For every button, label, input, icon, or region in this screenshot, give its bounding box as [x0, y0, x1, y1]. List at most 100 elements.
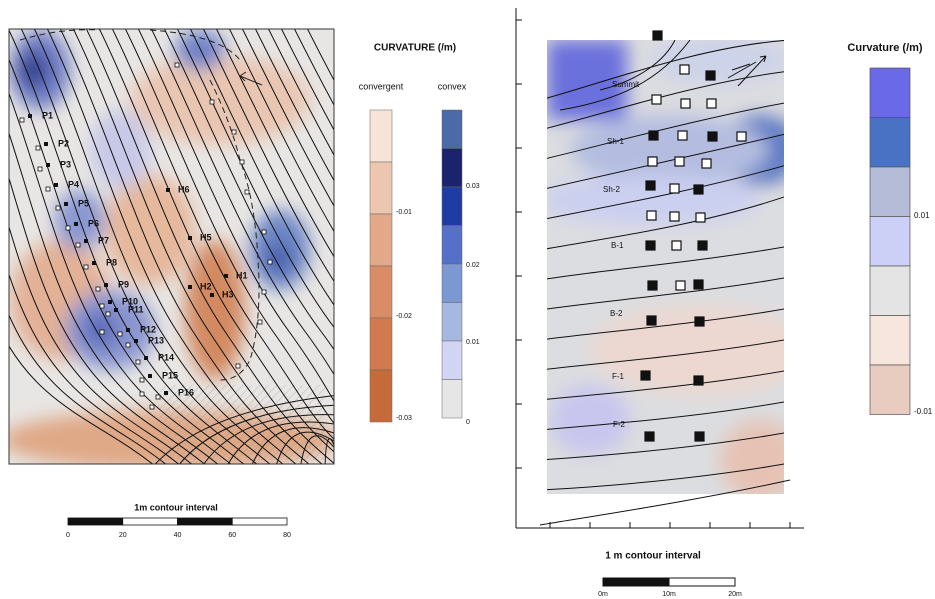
legend-tick: 0.01: [914, 211, 930, 220]
sample-marker: [126, 328, 130, 332]
sample-marker: [694, 280, 703, 289]
sample-marker: [672, 241, 681, 250]
contour-line: [303, 20, 563, 470]
legend-title: CURVATURE (/m): [374, 43, 456, 54]
position-label: Summit: [612, 80, 640, 89]
sample-marker: [76, 243, 80, 247]
hollow-label: H5: [200, 232, 212, 242]
legend-swatch: [370, 214, 392, 266]
sample-marker: [224, 274, 228, 278]
sample-marker: [114, 308, 118, 312]
position-label: Sh-1: [607, 137, 624, 146]
point-label: P8: [106, 257, 117, 267]
legend-convex: convex: [438, 81, 467, 91]
sample-marker: [695, 317, 704, 326]
contour-line: [540, 525, 790, 550]
scale-title: 1m contour interval: [134, 502, 218, 512]
sample-marker: [92, 261, 96, 265]
sample-marker: [210, 293, 214, 297]
sample-marker: [106, 312, 110, 316]
legend-swatch: [442, 303, 462, 342]
sample-marker: [694, 376, 703, 385]
position-label: B-2: [610, 309, 623, 318]
sample-marker: [156, 395, 160, 399]
sample-marker: [695, 432, 704, 441]
legend-tick: -0.01: [914, 407, 933, 416]
legend-swatch: [870, 316, 910, 366]
sample-marker: [164, 391, 168, 395]
sample-marker: [188, 236, 192, 240]
sample-marker: [645, 432, 654, 441]
legend-swatch: [370, 370, 392, 422]
sample-marker: [702, 159, 711, 168]
sample-marker: [44, 142, 48, 146]
scale-tick: 10m: [662, 591, 676, 598]
sample-marker: [696, 213, 705, 222]
sample-marker: [36, 146, 40, 150]
legend-tick: -0.01: [396, 209, 412, 216]
sample-marker: [698, 241, 707, 250]
legend-swatch: [370, 110, 392, 162]
sample-marker: [245, 190, 249, 194]
legend-tick: 0: [466, 419, 470, 426]
position-label: Sh-2: [603, 185, 620, 194]
point-label: P6: [88, 218, 99, 228]
scale-tick: 0: [66, 532, 70, 539]
point-label: P15: [162, 370, 178, 380]
sample-marker: [676, 281, 685, 290]
sample-marker: [166, 188, 170, 192]
sample-marker: [646, 241, 655, 250]
sample-marker: [126, 343, 130, 347]
sample-marker: [144, 356, 148, 360]
sample-marker: [258, 320, 262, 324]
legend-swatch: [870, 68, 910, 118]
sample-marker: [681, 99, 690, 108]
sample-marker: [100, 304, 104, 308]
sample-marker: [670, 212, 679, 221]
sample-marker: [647, 316, 656, 325]
scale-tick: 80: [283, 532, 291, 539]
hollow-label: H1: [236, 270, 248, 280]
point-label: P9: [118, 279, 129, 289]
sample-marker: [647, 211, 656, 220]
figure: P1P2P3P4P5P6P7P8P9P10P11P12P13P14P15P16H…: [0, 0, 935, 599]
hollow-label: H6: [178, 184, 190, 194]
legend-swatch: [370, 318, 392, 370]
sample-marker: [84, 239, 88, 243]
point-label: P1: [42, 110, 53, 120]
point-label: P4: [68, 179, 79, 189]
legend-swatch: [870, 365, 910, 415]
sample-marker: [706, 71, 715, 80]
sample-marker: [708, 132, 717, 141]
scale-tick: 0m: [598, 591, 608, 598]
sample-marker: [652, 95, 661, 104]
position-label: B-1: [611, 241, 624, 250]
sample-marker: [678, 131, 687, 140]
legend-swatch: [442, 380, 462, 419]
point-label: P14: [158, 352, 174, 362]
sample-marker: [648, 157, 657, 166]
scale-tick: 60: [228, 532, 236, 539]
legend-swatch: [870, 167, 910, 217]
sample-marker: [46, 163, 50, 167]
sample-marker: [148, 374, 152, 378]
point-label: P7: [98, 235, 109, 245]
legend-tick: 0.02: [466, 262, 480, 269]
legend-swatch: [442, 341, 462, 380]
point-label: P16: [178, 387, 194, 397]
scale-segment: [603, 578, 669, 586]
point-label: P11: [128, 304, 144, 314]
left-map-surface: [0, 20, 563, 470]
scale-segment: [232, 518, 287, 525]
sample-marker: [118, 332, 122, 336]
sample-marker: [64, 202, 68, 206]
sample-marker: [134, 339, 138, 343]
sample-marker: [646, 181, 655, 190]
scale-tick: 40: [174, 532, 182, 539]
sample-marker: [54, 183, 58, 187]
sample-marker: [707, 99, 716, 108]
sample-marker: [262, 290, 266, 294]
point-label: P5: [78, 198, 89, 208]
sample-marker: [641, 371, 650, 380]
scale-segment: [178, 518, 233, 525]
